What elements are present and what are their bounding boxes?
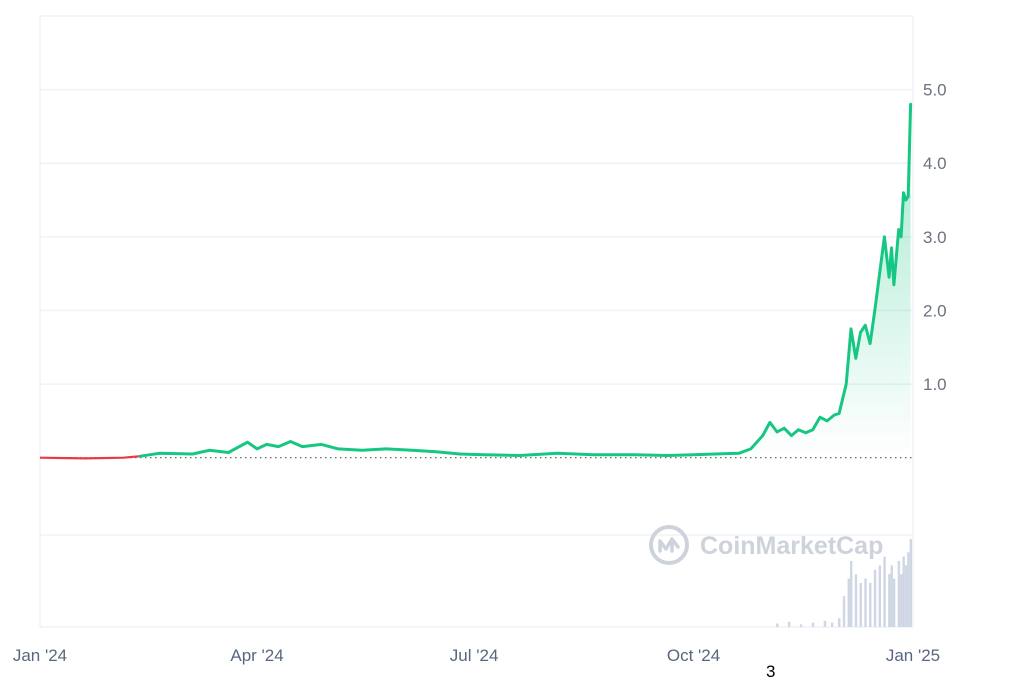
- y-tick-label: 1.0: [923, 375, 947, 394]
- volume-bar: [907, 552, 910, 627]
- price-area: [738, 104, 911, 458]
- x-tick-label: Oct '24: [667, 646, 720, 665]
- y-tick-label: 4.0: [923, 154, 947, 173]
- volume-bar: [787, 621, 791, 627]
- volume-bar: [869, 583, 872, 627]
- volume-bar: [888, 574, 891, 627]
- price-lines: [39, 102, 913, 460]
- volume-bar: [864, 578, 867, 627]
- volume-bar: [842, 596, 846, 627]
- volume-bar: [799, 624, 803, 627]
- volume-bar: [873, 569, 877, 627]
- volume-bar: [854, 574, 858, 627]
- x-axis: Jan '24 Apr '24 Jul '24 Oct '24 Jan '25: [13, 646, 940, 665]
- coinmarketcap-logo-icon: [649, 525, 689, 565]
- volume-bar: [904, 565, 908, 627]
- volume-bar: [892, 578, 896, 627]
- volume-bar: [878, 565, 882, 627]
- volume-bar: [909, 539, 913, 627]
- volume-bar: [859, 583, 862, 627]
- volume-bar: [900, 574, 903, 627]
- volume-bar: [902, 556, 905, 627]
- y-tick-label: 5.0: [923, 81, 947, 100]
- price-line: [138, 102, 913, 458]
- volume-bar: [823, 620, 827, 627]
- volume-bar: [849, 561, 853, 627]
- volume-bar: [811, 622, 815, 627]
- volume-bar: [830, 622, 834, 627]
- volume-bar: [838, 618, 841, 627]
- x-tick-label: Jul '24: [450, 646, 499, 665]
- volume-bar: [776, 623, 779, 627]
- x-tick-label: Jan '24: [13, 646, 67, 665]
- y-axis: 1.0 2.0 3.0 4.0 5.0: [923, 81, 947, 394]
- x-tick-label: Jan '25: [886, 646, 940, 665]
- y-tick-label: 3.0: [923, 228, 947, 247]
- watermark-text: CoinMarketCap: [700, 532, 883, 560]
- volume-bar: [847, 578, 850, 627]
- volume-bar: [883, 556, 886, 627]
- volume-bars: [776, 539, 913, 627]
- grid-lines: [39, 15, 914, 628]
- price-area-fill: [738, 104, 911, 458]
- volume-bar: [890, 565, 893, 627]
- volume-bar: [897, 561, 901, 627]
- price-line-below-open: [39, 455, 141, 460]
- x-tick-label: Apr '24: [230, 646, 283, 665]
- footnote: 3: [766, 662, 776, 681]
- watermark: CoinMarketCap: [649, 525, 883, 565]
- y-tick-label: 2.0: [923, 301, 947, 320]
